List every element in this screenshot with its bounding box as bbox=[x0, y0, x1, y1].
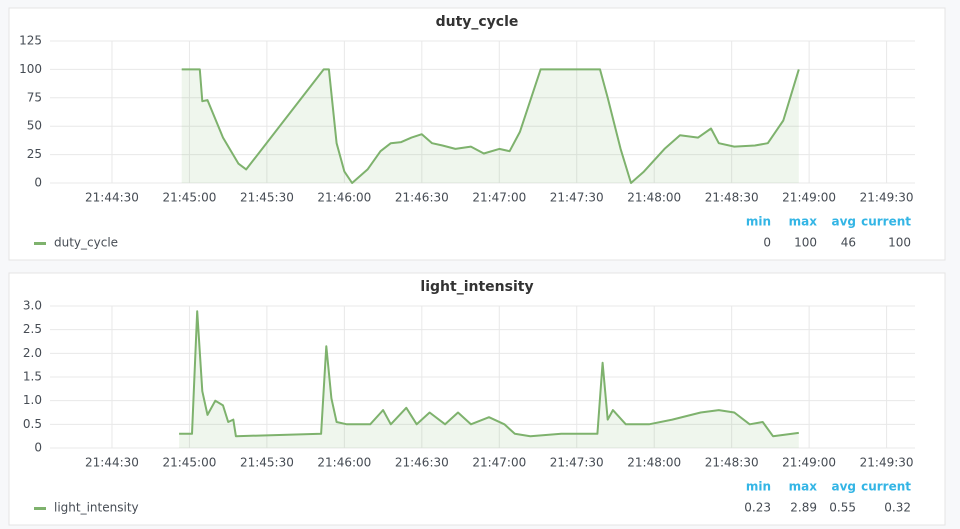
y-tick-label: 125 bbox=[19, 34, 42, 48]
x-tick-label: 21:49:00 bbox=[782, 191, 836, 205]
x-tick-label: 21:45:00 bbox=[162, 191, 216, 205]
line bbox=[179, 310, 799, 438]
y-tick-label: 0 bbox=[34, 441, 42, 455]
y-tick-label: 0.5 bbox=[23, 417, 42, 431]
stat-header: current bbox=[861, 480, 911, 494]
x-tick-label: 21:47:00 bbox=[472, 456, 526, 470]
x-tick-label: 21:46:30 bbox=[395, 191, 449, 205]
stat-header: min bbox=[746, 215, 771, 229]
y-tick-label: 0 bbox=[34, 176, 42, 190]
stat-value: 2.89 bbox=[790, 501, 817, 515]
y-tick-label: 75 bbox=[27, 90, 42, 104]
x-tick-label: 21:48:30 bbox=[705, 456, 759, 470]
stat-value: 100 bbox=[794, 236, 817, 250]
panel bbox=[8, 7, 946, 261]
x-tick-label: 21:44:30 bbox=[85, 191, 139, 205]
line bbox=[181, 68, 800, 184]
x-tick-label: 21:48:00 bbox=[627, 456, 681, 470]
x-tick-label: 21:46:30 bbox=[395, 456, 449, 470]
legend-swatch bbox=[34, 507, 46, 510]
x-tick-label: 21:48:00 bbox=[627, 191, 681, 205]
stat-value: 46 bbox=[841, 236, 856, 250]
y-tick-label: 2.0 bbox=[23, 346, 42, 360]
stat-value: 0.55 bbox=[829, 501, 856, 515]
x-tick-label: 21:46:00 bbox=[317, 191, 371, 205]
x-tick-label: 21:49:30 bbox=[860, 191, 914, 205]
y-tick-label: 25 bbox=[27, 147, 42, 161]
x-tick-label: 21:47:00 bbox=[472, 191, 526, 205]
x-tick-label: 21:48:30 bbox=[705, 191, 759, 205]
stat-value: 0.23 bbox=[744, 501, 771, 515]
y-tick-label: 2.5 bbox=[23, 322, 42, 336]
stat-header: avg bbox=[831, 215, 856, 229]
x-tick-label: 21:44:30 bbox=[85, 456, 139, 470]
x-tick-label: 21:45:30 bbox=[240, 456, 294, 470]
x-tick-label: 21:45:00 bbox=[162, 456, 216, 470]
legend-label: duty_cycle bbox=[54, 236, 118, 250]
stat-value: 0 bbox=[763, 236, 771, 250]
x-tick-label: 21:45:30 bbox=[240, 191, 294, 205]
x-tick-label: 21:47:30 bbox=[550, 191, 604, 205]
stat-value: 100 bbox=[888, 236, 911, 250]
panel-title: light_intensity bbox=[420, 279, 533, 295]
x-tick-label: 21:49:00 bbox=[782, 456, 836, 470]
x-tick-label: 21:47:30 bbox=[550, 456, 604, 470]
stat-header: current bbox=[861, 215, 911, 229]
legend-label: light_intensity bbox=[54, 501, 139, 515]
stat-header: max bbox=[789, 215, 818, 229]
y-tick-label: 1.0 bbox=[23, 393, 42, 407]
y-tick-label: 3.0 bbox=[23, 299, 42, 313]
x-tick-label: 21:46:00 bbox=[317, 456, 371, 470]
panel bbox=[8, 272, 946, 526]
y-tick-label: 100 bbox=[19, 62, 42, 76]
stat-value: 0.32 bbox=[884, 501, 911, 515]
stat-header: max bbox=[789, 480, 818, 494]
area bbox=[181, 69, 799, 183]
legend-swatch bbox=[34, 242, 46, 245]
x-tick-label: 21:49:30 bbox=[860, 456, 914, 470]
stat-header: avg bbox=[831, 480, 856, 494]
panel-title: duty_cycle bbox=[436, 14, 519, 30]
stat-header: min bbox=[746, 480, 771, 494]
y-tick-label: 50 bbox=[27, 119, 42, 133]
y-tick-label: 1.5 bbox=[23, 370, 42, 384]
